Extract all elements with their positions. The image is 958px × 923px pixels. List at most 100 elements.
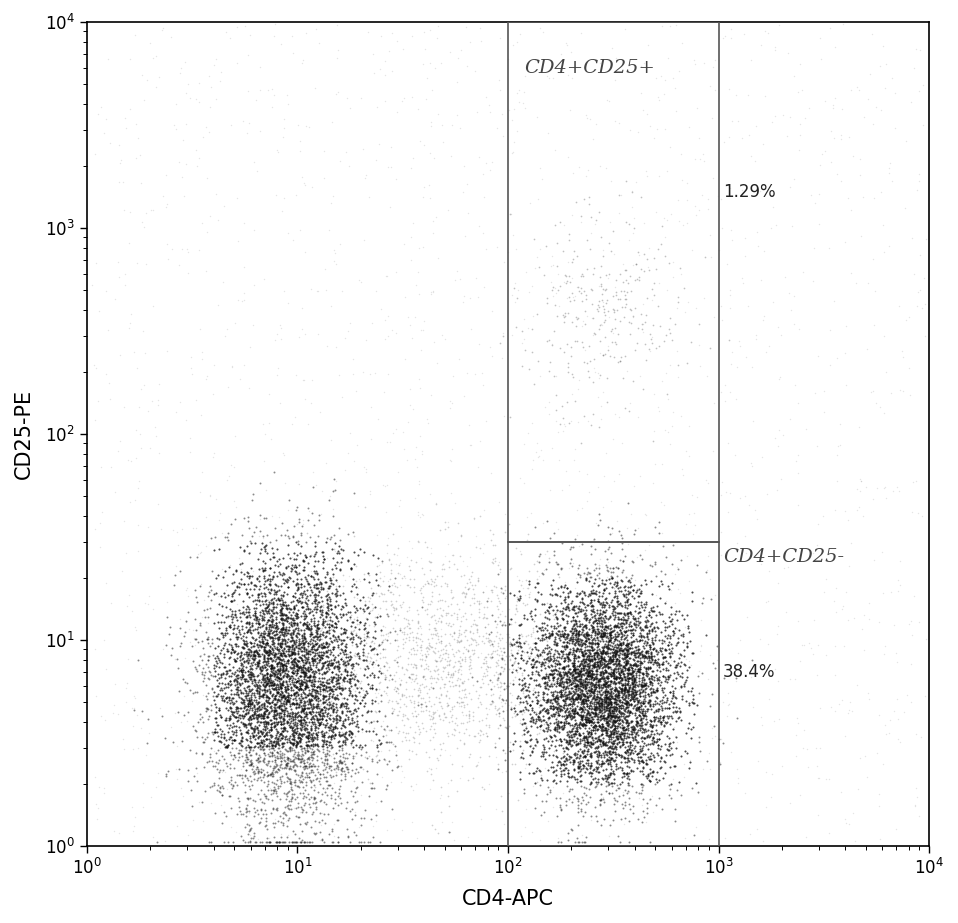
Point <box>613 632 628 647</box>
Point <box>540 693 556 708</box>
Point <box>318 589 333 604</box>
Point <box>309 741 325 756</box>
Point <box>641 701 656 716</box>
Point <box>279 635 294 650</box>
Point <box>264 658 280 673</box>
Point <box>620 674 635 689</box>
Point <box>307 558 322 573</box>
Point <box>536 676 552 690</box>
Point <box>650 711 666 725</box>
Point <box>314 593 330 608</box>
Point <box>274 515 289 530</box>
Point <box>223 668 239 683</box>
Point <box>525 665 540 679</box>
Point <box>344 635 359 650</box>
Point <box>419 70 434 85</box>
Point <box>553 766 568 781</box>
Point <box>337 732 353 747</box>
Point <box>290 659 306 674</box>
Point <box>603 655 618 670</box>
Point <box>513 591 528 605</box>
Point <box>251 680 266 695</box>
Point <box>230 706 245 721</box>
Point <box>294 636 309 651</box>
Point <box>577 649 592 664</box>
Point <box>308 22 324 37</box>
Point <box>606 612 622 627</box>
Point <box>348 655 363 670</box>
Point <box>598 557 613 572</box>
Point <box>581 684 596 699</box>
Point <box>160 763 175 778</box>
Point <box>638 599 653 614</box>
Point <box>503 612 518 627</box>
Point <box>604 675 619 689</box>
Point <box>559 589 575 604</box>
Point <box>266 719 282 734</box>
Point <box>253 694 268 709</box>
Point <box>669 730 684 745</box>
Point <box>613 625 628 640</box>
Point <box>536 745 552 760</box>
Point <box>502 585 517 600</box>
Point <box>325 614 340 629</box>
Point <box>587 654 603 669</box>
Point <box>306 657 321 672</box>
Point <box>605 707 621 722</box>
Point <box>566 696 582 711</box>
Point <box>574 686 589 701</box>
Point <box>244 673 260 688</box>
Point <box>537 627 553 641</box>
Point <box>546 709 561 724</box>
Point <box>308 629 323 643</box>
Point <box>576 636 591 651</box>
Point <box>300 728 315 743</box>
Point <box>279 749 294 764</box>
Point <box>658 328 673 342</box>
Point <box>268 727 284 742</box>
Point <box>306 641 321 656</box>
Point <box>575 623 590 638</box>
Point <box>349 781 364 796</box>
Point <box>261 652 276 666</box>
Point <box>615 642 630 657</box>
Point <box>559 778 575 793</box>
Point <box>358 653 374 667</box>
Point <box>573 664 588 678</box>
Point <box>798 830 813 845</box>
Point <box>551 701 566 715</box>
Point <box>308 581 324 595</box>
Point <box>288 658 304 673</box>
Point <box>607 714 623 729</box>
Point <box>570 637 585 652</box>
Point <box>220 525 236 540</box>
Point <box>291 698 307 713</box>
Point <box>282 773 297 787</box>
Point <box>248 613 263 628</box>
Point <box>635 670 650 685</box>
Point <box>227 696 242 711</box>
Point <box>582 663 598 677</box>
Point <box>236 715 251 730</box>
Point <box>337 462 353 477</box>
Point <box>662 649 677 664</box>
Point <box>640 667 655 682</box>
Point <box>222 620 238 635</box>
Point <box>627 657 643 672</box>
Point <box>280 572 295 587</box>
Point <box>567 650 582 665</box>
Point <box>341 688 356 702</box>
Point <box>542 483 558 497</box>
Point <box>604 653 619 667</box>
Point <box>546 727 561 742</box>
Point <box>584 730 600 745</box>
Point <box>692 151 707 166</box>
Point <box>561 724 577 738</box>
Point <box>266 775 282 790</box>
Point <box>573 702 588 717</box>
Point <box>662 614 677 629</box>
Point <box>344 727 359 742</box>
Point <box>248 709 263 724</box>
Point <box>543 695 559 710</box>
Point <box>595 719 610 734</box>
